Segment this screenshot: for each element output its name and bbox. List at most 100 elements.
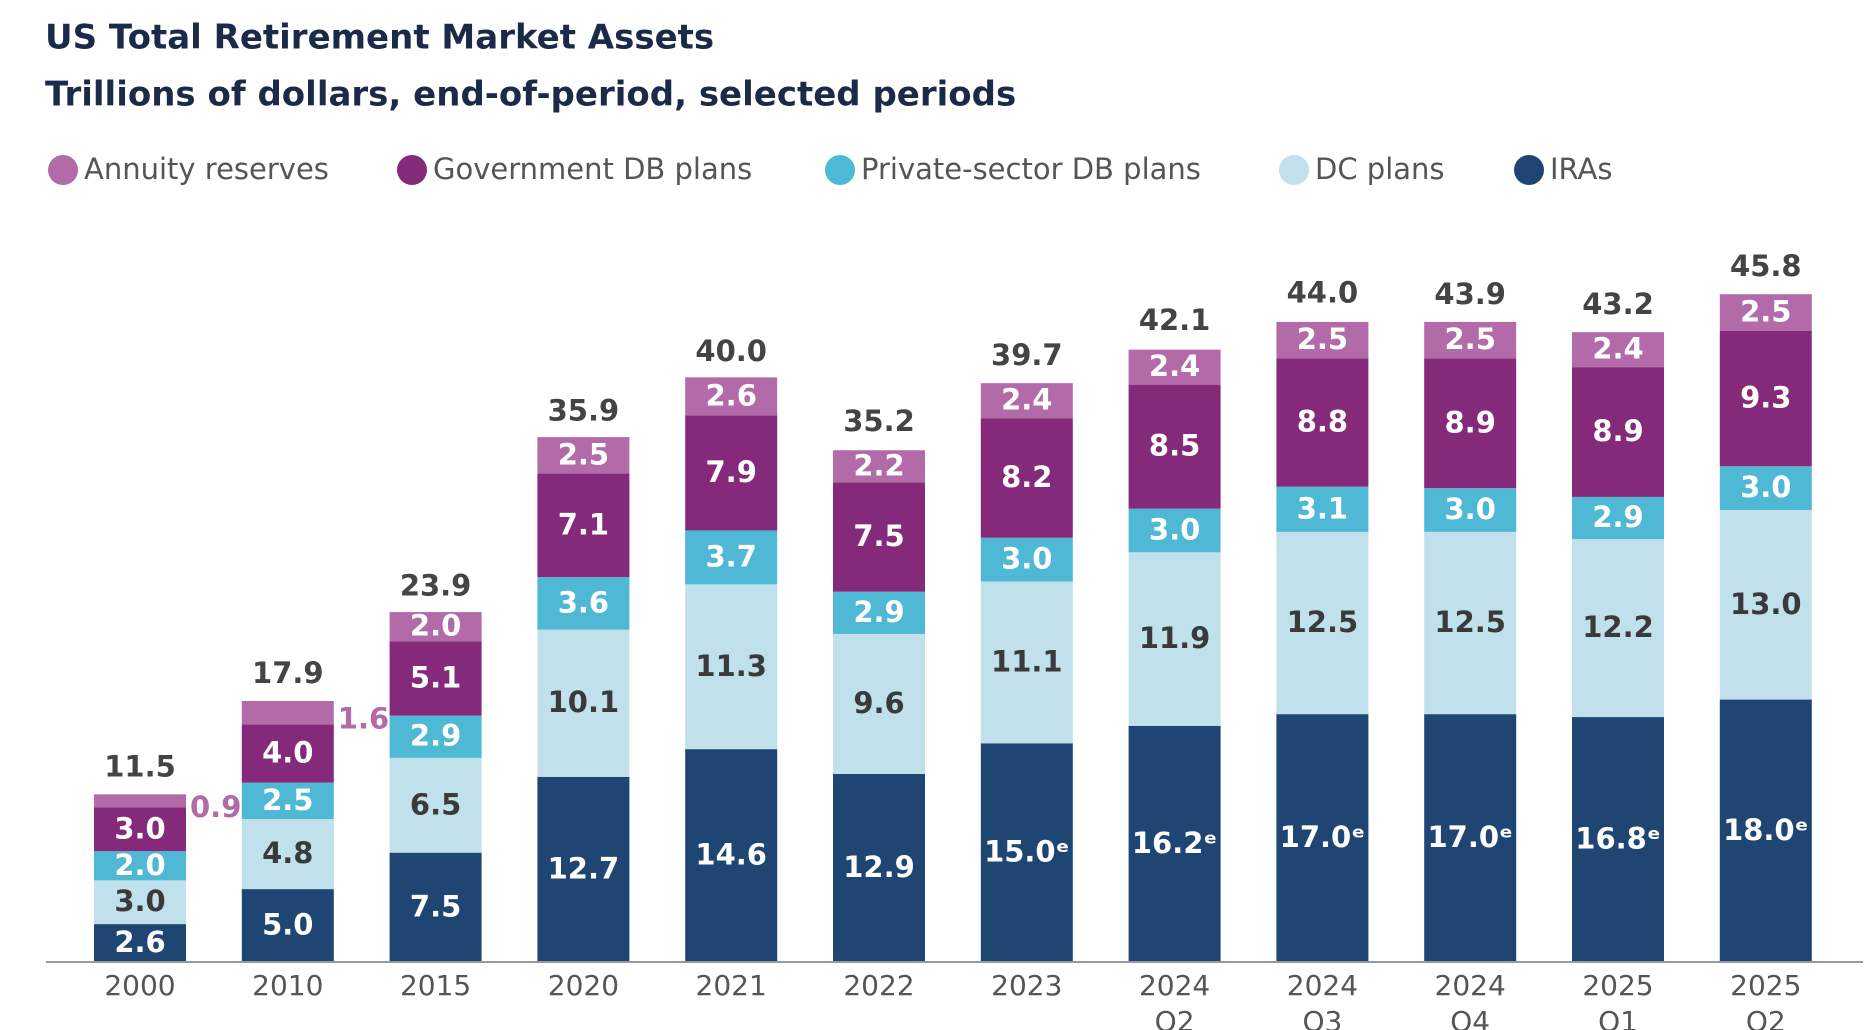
- bar-segment: [241, 782, 334, 820]
- value-label: 7.5: [410, 889, 461, 923]
- bar-segment: [980, 383, 1073, 419]
- value-label: 15.0ᵉ: [984, 835, 1069, 869]
- bar-segment: [685, 415, 778, 531]
- bar-segment: [94, 851, 186, 881]
- bar-segment: [1128, 552, 1221, 726]
- bar-segment: [389, 641, 482, 716]
- value-label: 8.9: [1592, 414, 1643, 448]
- bar-segment: [389, 612, 482, 642]
- total-label: 23.9: [400, 569, 472, 603]
- value-label: 7.1: [558, 507, 609, 541]
- bar-segment: [1719, 330, 1812, 467]
- value-label: 8.8: [1297, 405, 1348, 439]
- bar-segment: [980, 743, 1073, 962]
- x-tick-label: 2020: [547, 969, 620, 1002]
- total-label: 42.1: [1139, 303, 1211, 337]
- value-label: 2.5: [1445, 322, 1496, 356]
- total-label: 43.9: [1434, 277, 1506, 311]
- bar-segment: [1276, 531, 1369, 715]
- legend-swatch: [825, 155, 855, 185]
- x-tick-label: 2024 Q4: [1434, 969, 1506, 1030]
- total-label: 40.0: [695, 334, 767, 368]
- value-label: 3.7: [706, 539, 757, 573]
- value-label: 2.5: [262, 783, 313, 817]
- value-label: 17.0ᵉ: [1427, 820, 1512, 854]
- value-label: 2.0: [410, 609, 461, 643]
- value-label: 12.7: [548, 851, 620, 885]
- bar-segment: [1128, 508, 1221, 553]
- legend-swatch: [397, 155, 427, 185]
- x-tick-label: 2024 Q3: [1286, 969, 1359, 1030]
- value-label: 18.0ᵉ: [1723, 813, 1808, 847]
- value-label: 3.0: [114, 811, 165, 845]
- bar-segment: [685, 530, 778, 585]
- legend-label: IRAs: [1550, 152, 1612, 186]
- x-tick-label: 2015: [399, 969, 472, 1002]
- x-tick-label: 2025 Q1: [1582, 969, 1654, 1030]
- value-label: 0.9: [190, 790, 241, 824]
- bar-segment: [1276, 358, 1369, 487]
- bar-segment: [1719, 294, 1812, 331]
- bar-segment: [1719, 699, 1812, 962]
- total-label: 39.7: [991, 338, 1063, 372]
- bar-segment: [1572, 539, 1664, 718]
- bar-segment: [833, 633, 925, 774]
- bar-segment: [537, 629, 630, 777]
- bar-segment: [685, 584, 778, 750]
- bar-segment: [1424, 531, 1517, 715]
- value-label: 3.0: [1001, 542, 1052, 576]
- bar-segment: [833, 482, 925, 592]
- value-label: 3.6: [558, 585, 609, 619]
- bar-segment: [94, 924, 186, 962]
- bar-segment: [1424, 358, 1517, 489]
- value-label: 2.4: [1001, 383, 1052, 417]
- value-label: 16.2ᵉ: [1132, 826, 1217, 860]
- value-label: 4.8: [262, 836, 313, 870]
- value-label: 13.0: [1730, 587, 1802, 621]
- value-label: 2.4: [1149, 349, 1200, 383]
- total-label: 35.2: [843, 404, 915, 438]
- x-tick-label: 2010: [252, 969, 324, 1002]
- bar-segment: [389, 715, 482, 758]
- bar-segment: [1424, 321, 1517, 359]
- bar-segment: [1128, 725, 1221, 962]
- bar-segment: [1128, 384, 1221, 509]
- bar-segment: [241, 724, 334, 783]
- value-label: 6.5: [410, 787, 461, 821]
- value-label: 16.8ᵉ: [1575, 822, 1660, 856]
- value-label: 10.1: [548, 685, 620, 719]
- bar-segment: [1572, 367, 1664, 497]
- bar-segment: [980, 581, 1073, 744]
- bar-segment: [537, 776, 630, 962]
- total-label: 43.2: [1582, 287, 1654, 321]
- value-label: 3.1: [1297, 491, 1348, 525]
- bar-segment: [980, 418, 1073, 538]
- value-label: 12.5: [1434, 605, 1506, 639]
- x-tick-label: 2025 Q2: [1730, 969, 1802, 1030]
- value-label: 1.6: [338, 702, 389, 736]
- value-label: 3.0: [1445, 492, 1496, 526]
- value-label: 2.9: [1592, 500, 1643, 534]
- value-label: 12.2: [1582, 610, 1654, 644]
- total-label: 11.5: [104, 749, 176, 783]
- value-label: 7.5: [853, 519, 904, 553]
- bar-segment: [685, 377, 778, 416]
- bar-segment: [1572, 717, 1664, 962]
- value-label: 9.3: [1740, 380, 1791, 414]
- value-label: 2.6: [706, 378, 757, 412]
- value-label: 7.9: [706, 455, 757, 489]
- legend-swatch: [1514, 155, 1544, 185]
- bar-segment: [241, 819, 334, 890]
- value-label: 8.9: [1445, 405, 1496, 439]
- bar-segment: [389, 757, 482, 853]
- value-label: 2.5: [558, 437, 609, 471]
- value-label: 3.0: [1149, 512, 1200, 546]
- value-label: 2.5: [1740, 294, 1791, 328]
- bar-segment: [94, 794, 186, 808]
- bar-segment: [1424, 488, 1517, 532]
- bar-segment: [1424, 714, 1517, 962]
- x-tick-label: 2024 Q2: [1138, 969, 1211, 1030]
- value-label: 14.6: [695, 838, 767, 872]
